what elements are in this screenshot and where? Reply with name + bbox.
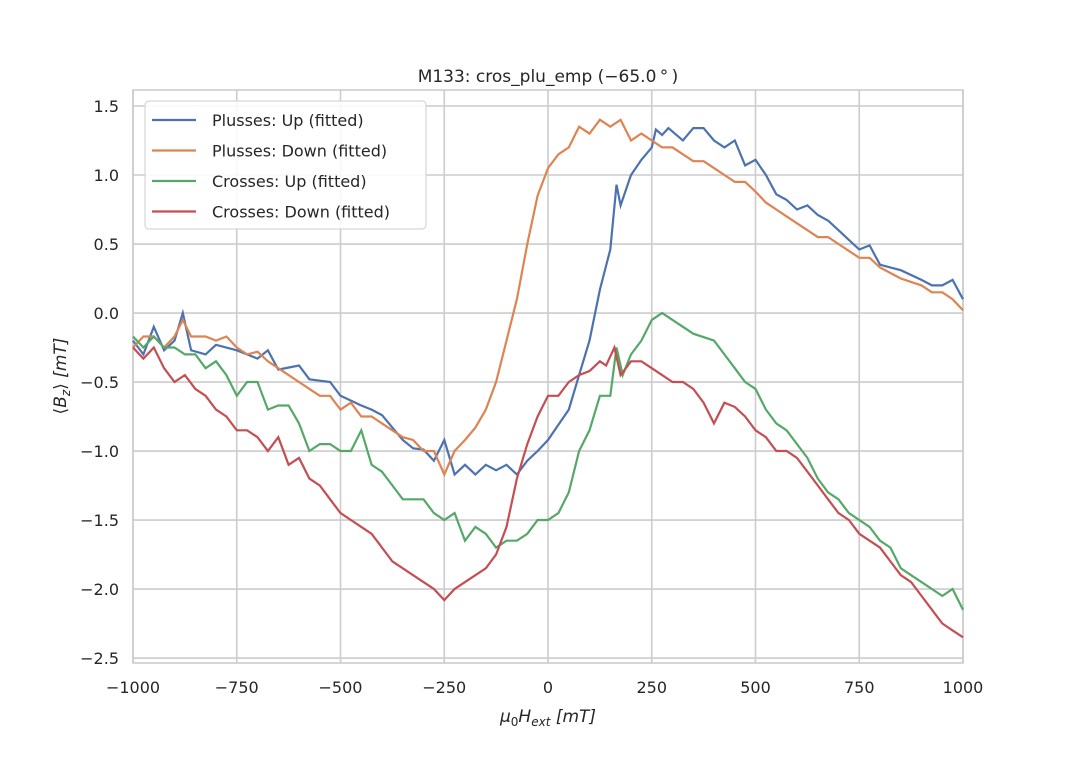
legend-item: Crosses: Up (fitted) [152,172,367,191]
y-axis-label: ⟨Bz⟩ [mT] [51,338,73,415]
legend-item: Plusses: Down (fitted) [152,142,387,161]
y-tick-label: 0.0 [94,304,119,323]
legend-label: Crosses: Down (fitted) [212,203,390,222]
legend-label: Crosses: Up (fitted) [212,172,367,191]
y-axis-label-b: B [51,396,71,408]
x-tick-label: 500 [740,678,771,697]
x-tick-label: 1000 [943,678,984,697]
y-tick-label: −2.5 [80,649,119,668]
x-tick-label: 0 [543,678,553,697]
x-tick-label: 750 [844,678,875,697]
x-tick-label: −250 [422,678,466,697]
y-axis-label-b-sub: z [59,389,73,397]
y-tick-label: −2.0 [80,580,119,599]
y-axis-label-open: ⟨ [51,408,71,415]
y-tick-label: 1.5 [94,97,119,116]
legend-label: Plusses: Up (fitted) [212,111,364,130]
series-line-crosses-up-fitted [132,311,964,611]
series-lines [132,118,964,639]
y-axis-label-unit: [mT] [51,338,71,384]
legend-label: Plusses: Down (fitted) [212,142,387,161]
legend-item: Crosses: Down (fitted) [152,203,390,222]
chart-title: M133: cros_plu_emp (−65.0 ° ) [418,67,679,87]
legend-item: Plusses: Up (fitted) [152,111,364,130]
series-line-plusses-down-fitted [132,118,964,478]
x-axis-label-h-sub: ext [531,715,551,729]
y-tick-label: 1.0 [94,166,119,185]
x-axis-label-unit: [mT] [550,707,596,727]
x-axis-label-mu-sub: 0 [511,715,519,729]
legend-box [144,100,427,230]
x-axis-label: μ0Hext [mT] [499,707,596,729]
x-tick-label: −500 [319,678,363,697]
x-tick-label: −750 [215,678,259,697]
x-tick-labels: −1000 −750 −500 −250 0 250 500 750 1000 [106,678,983,697]
x-tick-label: 250 [636,678,667,697]
plot-frame [132,89,964,664]
y-tick-label: −0.5 [80,373,119,392]
legend: Plusses: Up (fitted) Plusses: Down (fitte… [144,100,427,230]
y-tick-label: −1.0 [80,442,119,461]
y-axis-label-close: ⟩ [51,383,71,390]
x-axis-label-h: H [518,707,531,727]
y-tick-label: 0.5 [94,235,119,254]
y-tick-label: −1.5 [80,511,119,530]
series-line-crosses-down-fitted [132,344,964,639]
y-tick-labels: 1.5 1.0 0.5 0.0 −0.5 −1.0 −1.5 −2.0 −2.5 [80,97,119,668]
x-tick-label: −1000 [106,678,160,697]
x-axis-label-mu: μ [499,707,511,727]
series-line-plusses-up-fitted [132,126,964,477]
